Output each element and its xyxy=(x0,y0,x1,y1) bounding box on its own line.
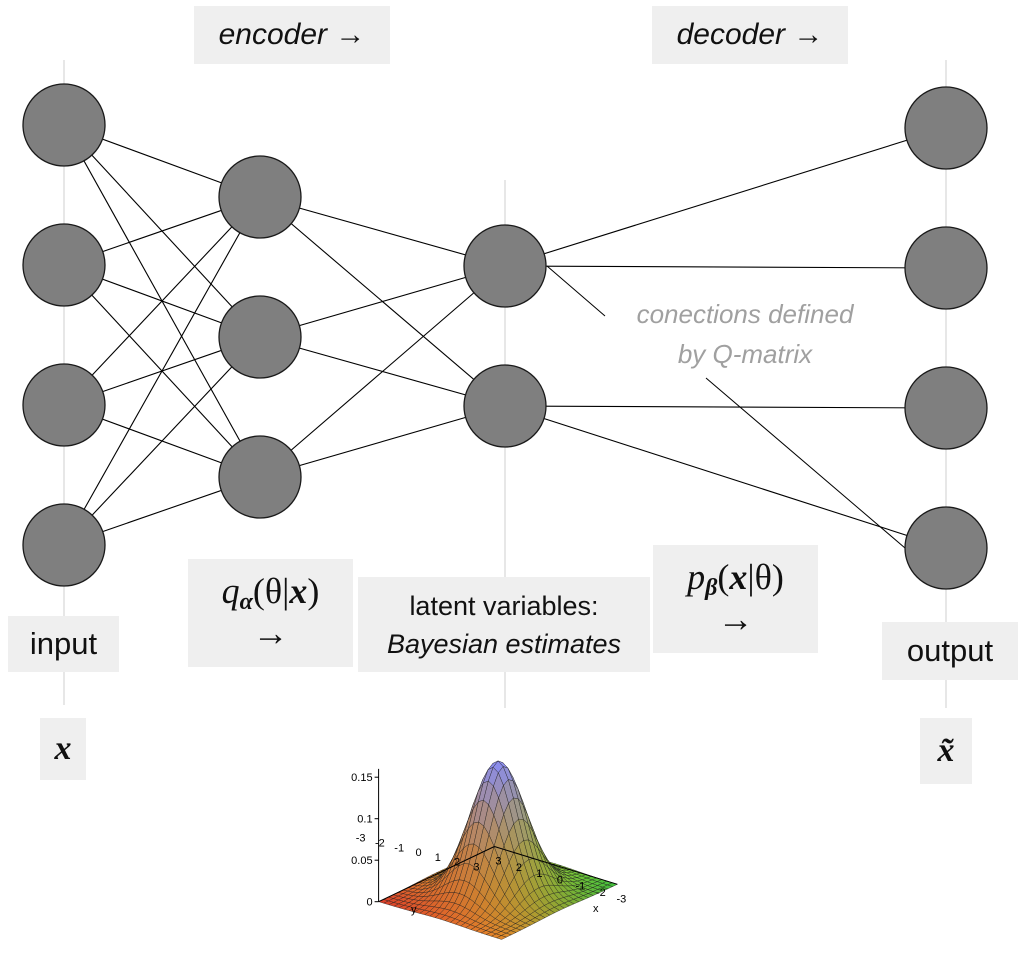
input-symbol-x: x xyxy=(40,718,86,780)
input-label: input xyxy=(8,616,119,672)
y-tick-label-2: -1 xyxy=(394,842,404,854)
edge-latent-0-output-0 xyxy=(504,127,947,267)
encoder-label: encoder → xyxy=(194,6,390,64)
x-tick-label-3: 0 xyxy=(557,874,563,886)
latent-title: latent variables: xyxy=(409,590,599,621)
decoder-distribution-formula: pβ(x|θ) xyxy=(687,557,784,601)
encoder-node-2 xyxy=(218,435,302,519)
x-tick-label-6: 3 xyxy=(495,856,501,868)
input-node-1 xyxy=(22,223,106,307)
edge-input-3-encoder-1 xyxy=(63,336,261,546)
edge-encoder-2-latent-1 xyxy=(259,405,506,478)
y-tick-label-4: 1 xyxy=(435,852,441,864)
edge-encoder-2-latent-0 xyxy=(259,265,506,478)
output-label: output xyxy=(882,622,1018,680)
x-tick-label-2: -1 xyxy=(576,881,586,893)
q-matrix-note-line2: by Q-matrix xyxy=(677,339,813,369)
y-axis-label: y xyxy=(411,904,417,916)
z-tick-label-3: 0.15 xyxy=(351,772,372,784)
input-node-2 xyxy=(22,363,106,447)
output-node-0 xyxy=(904,86,988,170)
edge-encoder-0-latent-0 xyxy=(259,196,506,267)
latent-node-0 xyxy=(463,224,547,308)
output-node-1 xyxy=(904,226,988,310)
x-tick-label-4: 1 xyxy=(536,868,542,880)
x-tick-label-1: -2 xyxy=(596,887,606,899)
edge-latent-1-output-3 xyxy=(504,405,947,549)
q-matrix-note-line1: conections defined xyxy=(636,299,854,329)
x-axis-label: x xyxy=(593,903,599,915)
z-tick-label-2: 0.1 xyxy=(357,814,372,826)
q-matrix-note: conections defined by Q-matrix xyxy=(600,294,890,374)
note-pointer-output xyxy=(705,377,906,549)
y-tick-label-0: -3 xyxy=(356,833,366,845)
decoder-distribution-label: pβ(x|θ) → xyxy=(653,545,818,653)
encoder-node-1 xyxy=(218,295,302,379)
edge-encoder-1-latent-0 xyxy=(259,265,506,338)
latent-node-1 xyxy=(463,364,547,448)
output-node-2 xyxy=(904,366,988,450)
encoder-arrow: → xyxy=(252,613,289,654)
z-tick-label-0: 0 xyxy=(366,897,372,909)
surface-plot: 0 0.05 0.1 0.15 -3 -2 -1 0 1 2 3 -3 -2 -1 0 1 2 3 x y xyxy=(351,760,627,940)
surface-patch xyxy=(495,935,508,940)
latent-variables-label: latent variables: Bayesian estimates xyxy=(358,577,650,672)
x-tick-label-0: -3 xyxy=(617,893,627,905)
decoder-label: decoder → xyxy=(652,6,848,64)
y-tick-label-3: 0 xyxy=(415,847,421,859)
y-tick-label-6: 3 xyxy=(473,862,479,874)
z-tick-label-1: 0.05 xyxy=(351,855,372,867)
encoder-distribution-formula: qα(θ|x) xyxy=(221,571,320,615)
encoder-node-0 xyxy=(218,155,302,239)
output-node-3 xyxy=(904,506,988,590)
edge-input-3-encoder-0 xyxy=(63,196,261,546)
edge-input-2-encoder-0 xyxy=(63,196,261,406)
input-node-3 xyxy=(22,503,106,587)
x-axis-line xyxy=(494,846,618,885)
input-node-0 xyxy=(22,83,106,167)
x-tick-label-5: 2 xyxy=(516,862,522,874)
y-tick-label-5: 2 xyxy=(454,857,460,869)
encoder-distribution-label: qα(θ|x) → xyxy=(188,559,353,667)
output-symbol-x-hat: x̃ xyxy=(920,718,972,784)
y-axis-line xyxy=(378,846,495,903)
decoder-arrow: → xyxy=(717,599,754,640)
edge-latent-0-output-1 xyxy=(504,265,947,269)
note-pointer-latent xyxy=(546,265,606,317)
edge-latent-1-output-2 xyxy=(504,405,947,409)
network-nodes xyxy=(22,83,988,590)
latent-subtitle: Bayesian estimates xyxy=(386,628,622,659)
y-tick-label-1: -2 xyxy=(375,838,385,850)
